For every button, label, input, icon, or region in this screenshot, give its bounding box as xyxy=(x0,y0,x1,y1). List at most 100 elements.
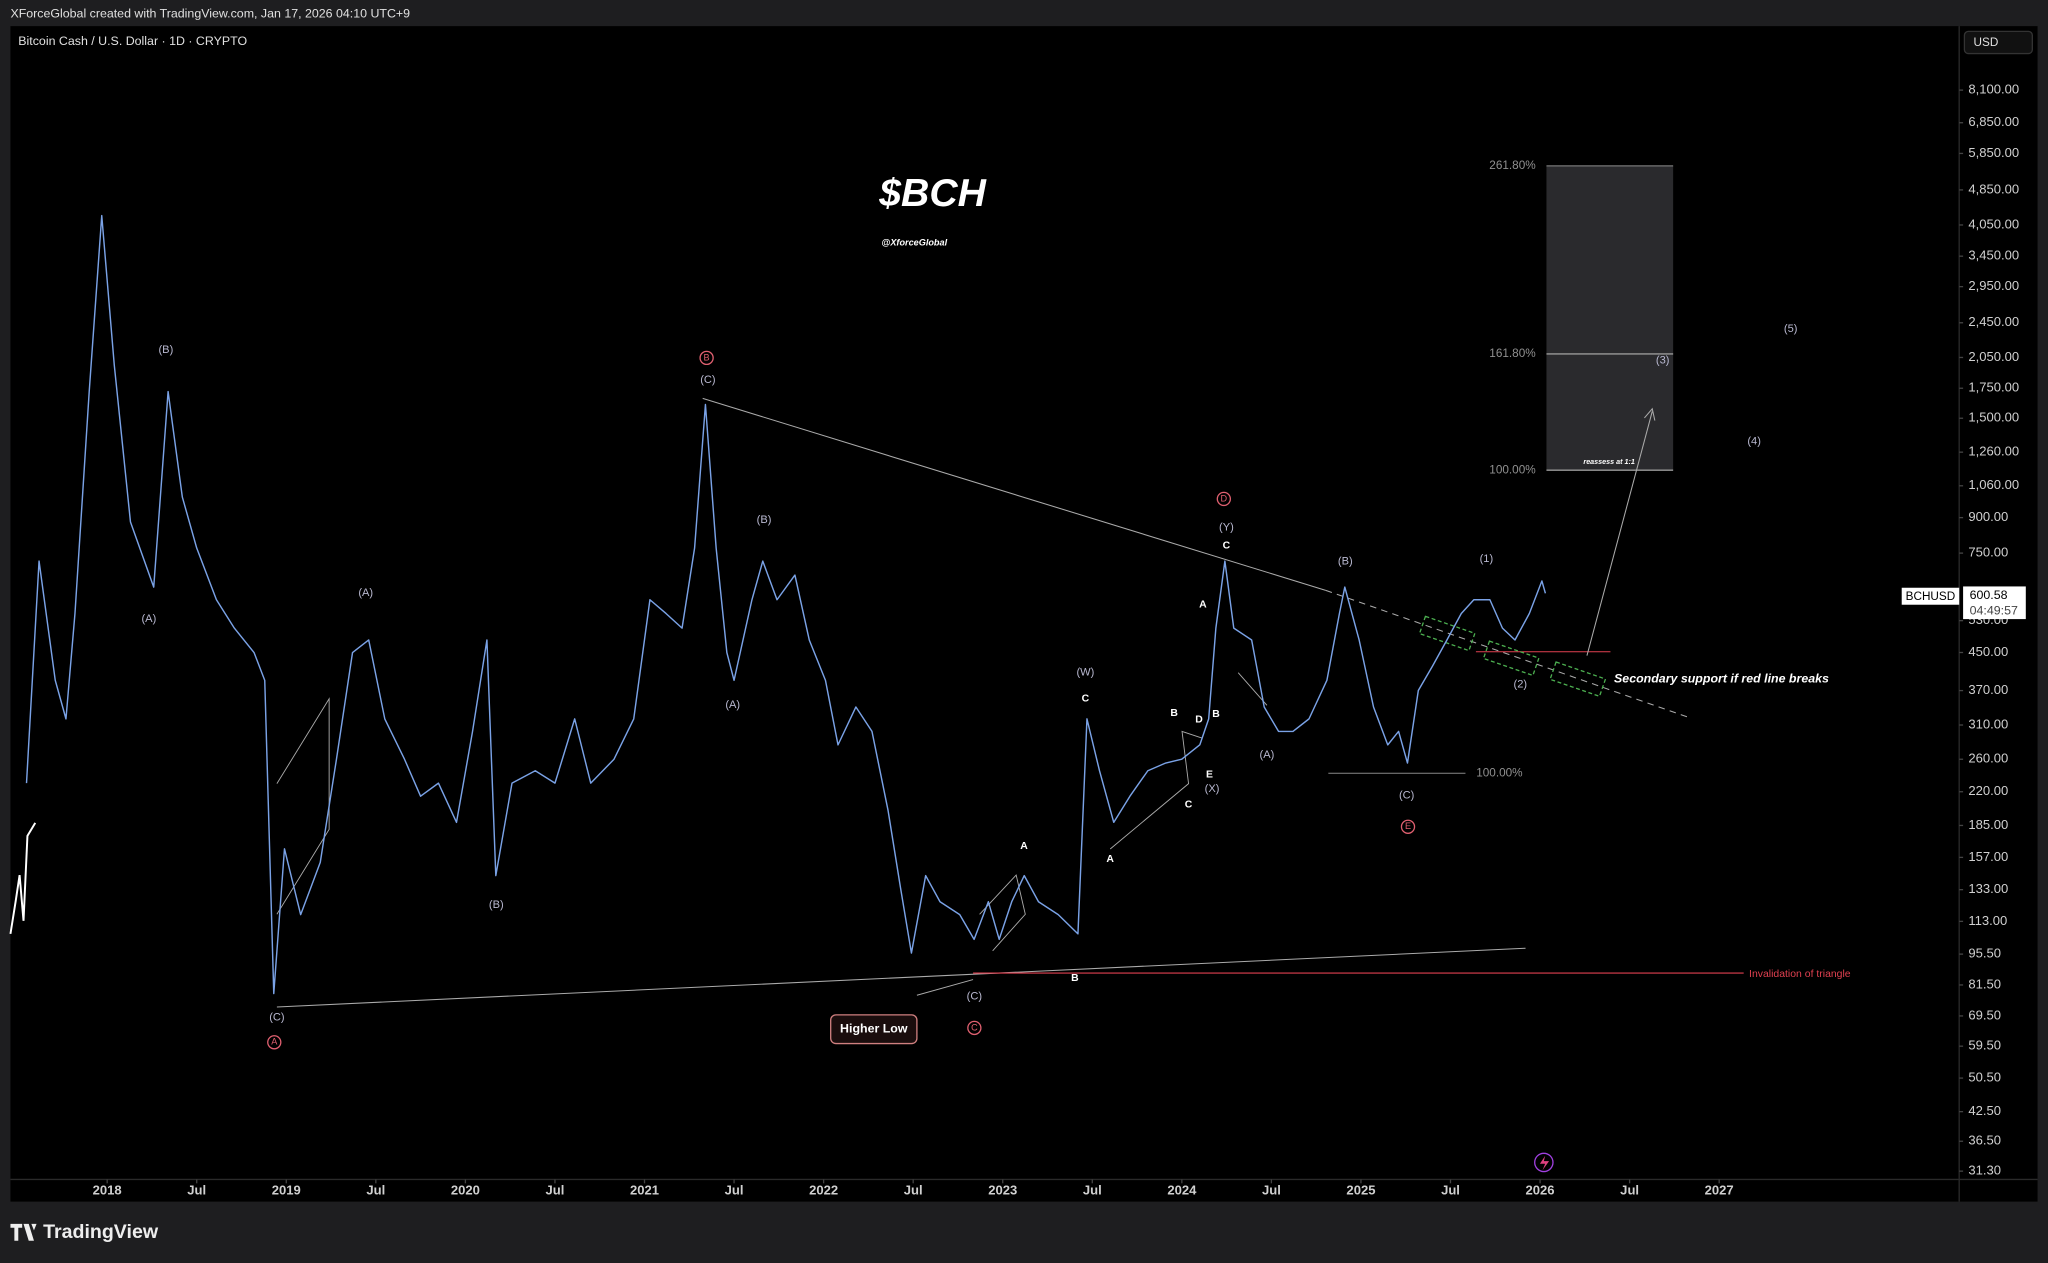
wave-label: B xyxy=(1170,708,1178,719)
support-zones xyxy=(1418,615,1607,698)
y-tick-label: 50.50 xyxy=(1968,1070,2001,1085)
y-tick-label: 4,050.00 xyxy=(1968,216,2019,231)
wave-label: (5) xyxy=(1784,323,1798,335)
last-price: 600.58 xyxy=(1970,588,2008,602)
callout: Higher Low xyxy=(840,1021,908,1035)
y-tick-label: 5,850.00 xyxy=(1968,145,2019,160)
fib-box xyxy=(1546,165,1674,471)
y-tick-label: 260.00 xyxy=(1968,751,2008,766)
y-tick-label: 1,500.00 xyxy=(1968,410,2019,425)
footer-brand: TradingView xyxy=(43,1221,159,1243)
y-tick-label: 1,260.00 xyxy=(1968,444,2019,459)
fib-label: 100.00% xyxy=(1476,766,1523,779)
y-tick-label: 185.00 xyxy=(1968,817,2008,832)
wave-label: (B) xyxy=(1338,556,1353,568)
callout-box xyxy=(830,1014,918,1045)
wave-circle xyxy=(967,1020,982,1036)
wave-label: C xyxy=(1223,541,1231,552)
chart-subtitle: @XforceGlobal xyxy=(881,237,947,247)
wave-label: (B) xyxy=(757,514,772,526)
y-tick-label: 81.50 xyxy=(1968,976,2001,991)
wave-label: E xyxy=(1405,821,1411,831)
symbol-description: Bitcoin Cash / U.S. Dollar · 1D · CRYPTO xyxy=(18,34,247,48)
y-tick-label: 157.00 xyxy=(1968,849,2008,864)
wave-label: (C) xyxy=(1399,789,1414,801)
symbol-tag xyxy=(1901,587,1960,605)
x-tick-label: Jul xyxy=(904,1183,923,1198)
y-tick-label: 133.00 xyxy=(1968,881,2008,896)
wave-label: (C) xyxy=(700,374,715,386)
y-tick-label: 370.00 xyxy=(1968,682,2008,697)
y-tick-label: 69.50 xyxy=(1968,1007,2001,1022)
header: XForceGlobal created with TradingView.co… xyxy=(10,7,410,21)
projection-arrow xyxy=(1586,411,1653,656)
x-tick-label: 2018 xyxy=(93,1183,122,1198)
wave-label: D xyxy=(1221,493,1228,503)
wave-label: (A) xyxy=(1260,749,1275,761)
y-tick-label: 3,450.00 xyxy=(1968,248,2019,263)
y-tick-label: 2,450.00 xyxy=(1968,314,2019,329)
wave-label: (A) xyxy=(358,587,373,599)
y-tick-label: 1,750.00 xyxy=(1968,380,2019,395)
note: Invalidation of triangle xyxy=(1749,969,1851,980)
wave-label: (3) xyxy=(1656,354,1670,366)
currency[interactable]: USD xyxy=(1974,36,1999,49)
x-tick-label: Jul xyxy=(187,1183,206,1198)
price-line xyxy=(25,214,1547,995)
y-tick-label: 95.50 xyxy=(1968,946,2001,961)
wave-label: B xyxy=(704,352,710,362)
x-tick-label: 2023 xyxy=(988,1183,1017,1198)
wave-circle xyxy=(1216,491,1232,507)
support-zone xyxy=(1418,615,1476,652)
wave-structure xyxy=(916,979,974,996)
wave-label: (B) xyxy=(158,344,173,356)
x-tick-label: 2020 xyxy=(451,1183,480,1198)
plot: 8,100.00 6,850.00 5,850.00 4,850.00 4,050.00… xyxy=(25,82,2019,1198)
y-tick-label: 4,850.00 xyxy=(1968,181,2019,196)
wave-label: B xyxy=(1212,709,1220,720)
support-zone xyxy=(1482,640,1540,677)
y-tick-label: 310.00 xyxy=(1968,716,2008,731)
trendline-dashed xyxy=(1325,589,1692,719)
wave-circle xyxy=(1400,819,1416,834)
wave-label: (A) xyxy=(725,699,740,711)
alert-icon-bolt[interactable] xyxy=(1539,1155,1550,1171)
wave-structure xyxy=(979,874,1026,952)
fib-note: reassess at 1:1 xyxy=(1583,458,1634,466)
wave-circle xyxy=(267,1035,282,1050)
alert-icon[interactable] xyxy=(1534,1152,1554,1173)
wave-label: (B) xyxy=(489,899,504,911)
arrow-head xyxy=(1644,407,1656,421)
y-tick-label: 220.00 xyxy=(1968,783,2008,798)
wave-label: (C) xyxy=(967,990,982,1002)
x-tick-label: 2024 xyxy=(1167,1183,1197,1198)
symbol-tag-text: BCHUSD xyxy=(1906,590,1956,603)
wave-label: (4) xyxy=(1747,435,1761,447)
countdown: 04:49:57 xyxy=(1970,604,2018,618)
y-tick-label: 1,060.00 xyxy=(1968,477,2019,492)
logo xyxy=(10,1223,37,1241)
support-zone xyxy=(1549,661,1607,698)
currency-box[interactable] xyxy=(1963,30,2033,55)
wave-label: (1) xyxy=(1480,553,1494,565)
wave-label: (X) xyxy=(1205,783,1220,795)
x-tick-label: 2026 xyxy=(1526,1183,1555,1198)
y-tick-label: 6,850.00 xyxy=(1968,114,2019,129)
x-tick-label: 2025 xyxy=(1346,1183,1375,1198)
y-tick-label: 450.00 xyxy=(1968,644,2008,659)
wave-label: A xyxy=(271,1037,278,1047)
x-tick-label: Jul xyxy=(366,1183,385,1198)
x-tick-label: 2021 xyxy=(630,1183,659,1198)
wave-label: E xyxy=(1206,769,1213,780)
note: Secondary support if red line breaks xyxy=(1614,671,1829,685)
trendline xyxy=(276,947,1526,1008)
y-tick-label: 750.00 xyxy=(1968,545,2008,560)
wave-label: (W) xyxy=(1076,667,1094,679)
wave-label: D xyxy=(1195,714,1203,725)
trendline xyxy=(702,397,1326,591)
wave-label: A xyxy=(1199,599,1207,610)
y-tick-label: 8,100.00 xyxy=(1968,82,2019,97)
wave-structures xyxy=(276,672,1268,996)
